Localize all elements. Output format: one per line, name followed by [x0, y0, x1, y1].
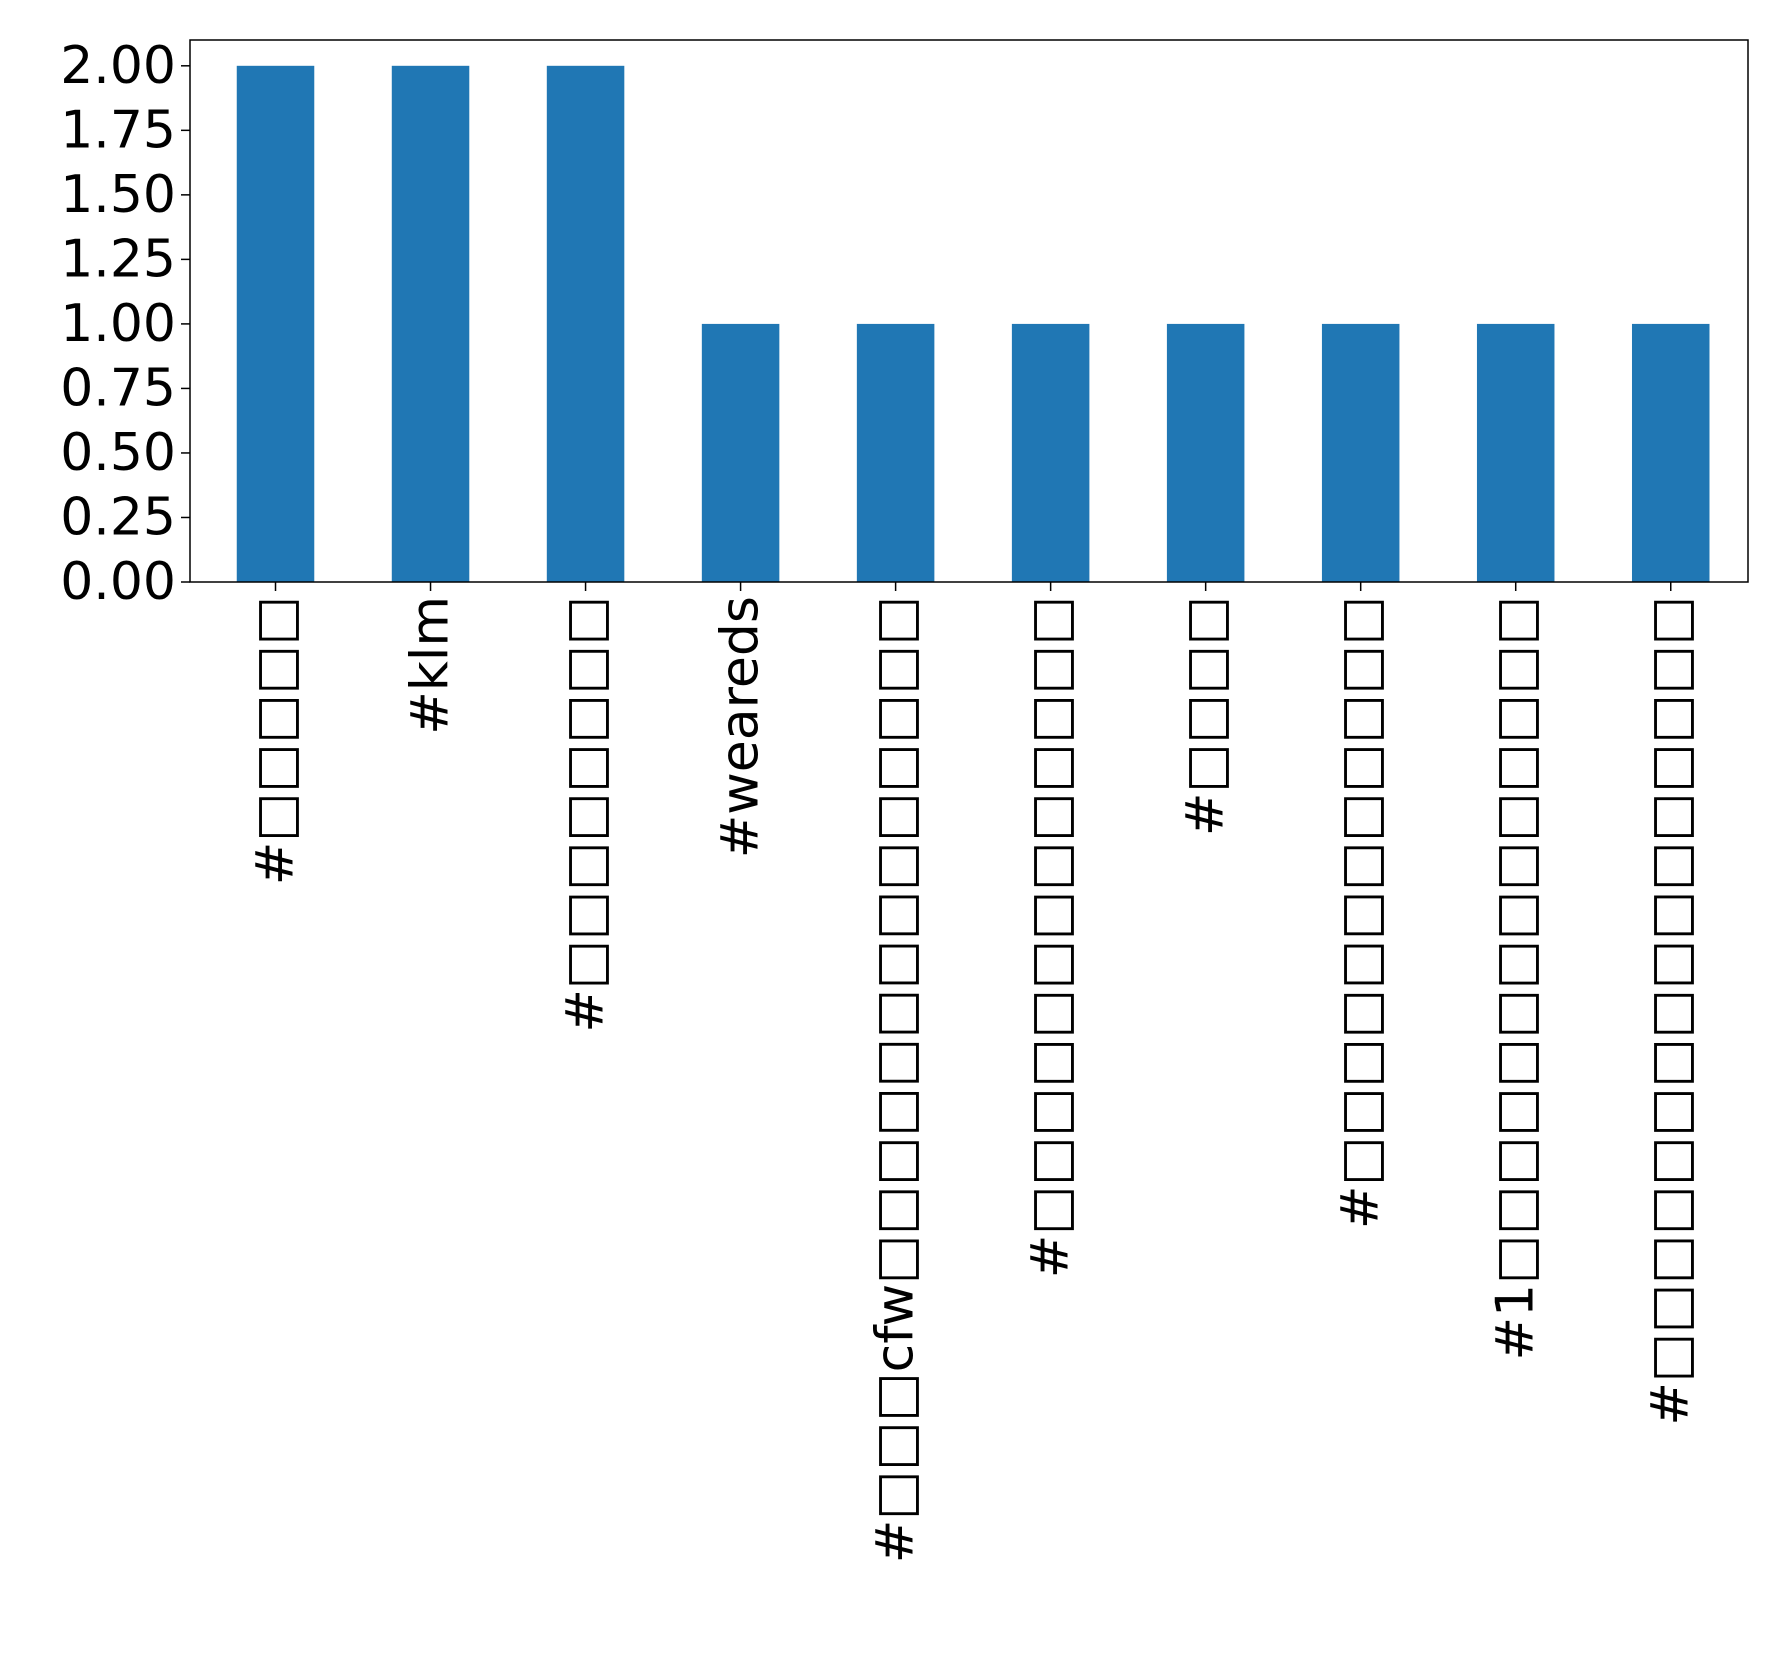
bar [701, 323, 780, 582]
y-tick-label: 1.50 [60, 165, 176, 225]
bar [391, 65, 470, 583]
x-tick-label: #□□□□□□□□□□□□□ [1021, 596, 1081, 1278]
bar [546, 65, 625, 583]
bar [236, 65, 315, 583]
bar [856, 323, 935, 582]
y-tick-label: 0.75 [60, 358, 176, 418]
bar [1011, 323, 1090, 582]
y-tick-label: 2.00 [60, 36, 176, 96]
x-tick-label: #□□□□□□□□□□□□ [1331, 596, 1391, 1229]
bar [1166, 323, 1245, 582]
x-axis: #□□□□□ #klm #□□□□□□□□ #weareds #□□□cfw□□□□□□… [246, 582, 1701, 1563]
bar [1476, 323, 1555, 582]
y-tick-label: 0.25 [60, 487, 176, 547]
x-tick-label: #□□□□□ [246, 596, 306, 885]
x-tick-label: #klm [401, 596, 461, 735]
x-tick-label: #1□□□□□□□□□□□□□□ [1486, 596, 1546, 1361]
y-tick-label: 0.00 [60, 552, 176, 612]
y-tick-label: 0.50 [60, 423, 176, 483]
y-tick-label: 1.75 [60, 100, 176, 160]
x-tick-label: #weareds [711, 596, 771, 858]
x-tick-label: #□□□□ [1176, 596, 1236, 836]
x-tick-label: #□□□cfw□□□□□□□□□□□□□□ [866, 596, 926, 1563]
y-tick-label: 1.00 [60, 294, 176, 354]
bars-layer [236, 65, 1710, 583]
x-tick-label: #□□□□□□□□□□□□□□□□ [1641, 596, 1701, 1426]
x-tick-label: #□□□□□□□□ [556, 596, 616, 1033]
y-axis: 0.000.250.500.751.001.251.501.752.00 [60, 36, 190, 612]
plot-area-frame [189, 39, 1749, 583]
y-tick-label: 1.25 [60, 229, 176, 289]
bar [1631, 323, 1710, 582]
bar [1321, 323, 1400, 582]
